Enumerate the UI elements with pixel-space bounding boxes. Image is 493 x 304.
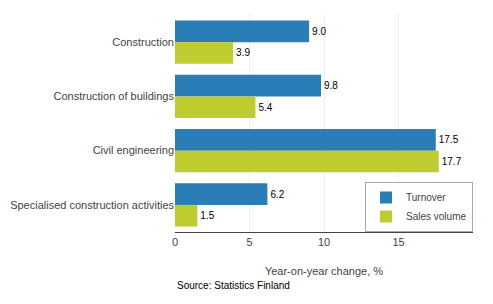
svg-text:Construction of buildings: Construction of buildings xyxy=(54,90,175,102)
svg-text:17.5: 17.5 xyxy=(439,134,459,145)
svg-text:0: 0 xyxy=(172,236,178,248)
svg-text:9.0: 9.0 xyxy=(312,26,326,37)
svg-text:1.5: 1.5 xyxy=(200,210,214,221)
svg-text:15: 15 xyxy=(392,236,404,248)
svg-text:Sales volume: Sales volume xyxy=(406,211,466,222)
svg-text:Specialised construction activ: Specialised construction activities xyxy=(10,199,174,211)
svg-text:Turnover: Turnover xyxy=(406,192,446,203)
svg-text:5.4: 5.4 xyxy=(258,102,272,113)
svg-text:Year-on-year change, %: Year-on-year change, % xyxy=(265,265,383,277)
svg-text:10: 10 xyxy=(318,236,330,248)
svg-text:6.2: 6.2 xyxy=(270,189,284,200)
svg-text:17.7: 17.7 xyxy=(442,156,462,167)
svg-text:Source: Statistics Finland: Source: Statistics Finland xyxy=(177,280,290,291)
svg-text:3.9: 3.9 xyxy=(236,47,250,58)
svg-text:9.8: 9.8 xyxy=(324,80,338,91)
svg-text:Construction: Construction xyxy=(112,36,174,48)
svg-text:Civil engineering: Civil engineering xyxy=(93,144,174,156)
svg-text:5: 5 xyxy=(246,236,252,248)
